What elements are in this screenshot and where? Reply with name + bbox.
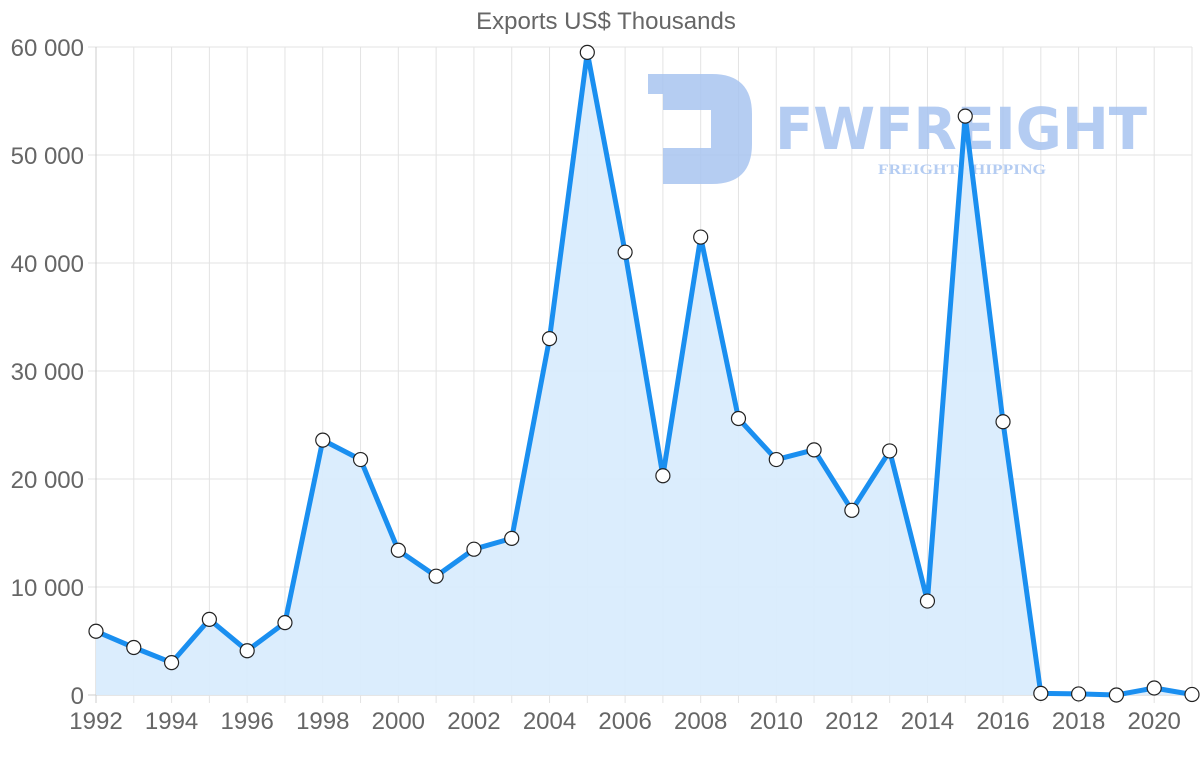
y-tick-label: 50 000: [11, 143, 84, 170]
data-point-2017[interactable]: [1033, 685, 1049, 701]
x-tick-label: 2016: [976, 708, 1029, 735]
data-point-1992[interactable]: [88, 623, 104, 639]
data-point-1994[interactable]: [163, 654, 180, 671]
data-points: [88, 44, 1200, 703]
x-tick-label: 2002: [447, 708, 500, 735]
data-point-2010[interactable]: [768, 451, 784, 468]
x-tick-label: 1994: [145, 708, 198, 735]
data-point-2000[interactable]: [390, 542, 406, 558]
data-point-1999[interactable]: [352, 451, 369, 468]
data-point-2020[interactable]: [1146, 680, 1162, 696]
y-axis: 0 10 000 20 000 30 000 40 000 50 000 60 000: [11, 35, 84, 710]
x-tick-label: 1992: [69, 708, 122, 735]
x-tick-label: 2008: [674, 708, 727, 735]
x-tick-label: 2010: [750, 708, 803, 735]
data-line: [95, 49, 1193, 698]
x-tick-label: 2018: [1052, 708, 1105, 735]
y-tick-label: 30 000: [11, 359, 84, 386]
data-point-2012[interactable]: [844, 502, 860, 518]
data-point-1998[interactable]: [315, 432, 331, 448]
data-point-1995[interactable]: [201, 611, 217, 628]
y-tick-label: 0: [71, 683, 84, 710]
data-point-2018[interactable]: [1071, 686, 1087, 702]
data-point-1993[interactable]: [126, 639, 142, 656]
data-point-2011[interactable]: [806, 442, 822, 458]
data-point-2007[interactable]: [655, 468, 671, 484]
x-tick-label: 2000: [372, 708, 425, 735]
chart-title: Exports US$ Thousands: [476, 8, 736, 35]
data-point-2013[interactable]: [882, 443, 898, 459]
data-point-2009[interactable]: [730, 410, 747, 427]
data-point-2002[interactable]: [466, 541, 482, 557]
y-tick-label: 10 000: [11, 575, 84, 602]
x-tick-label: 1998: [296, 708, 349, 735]
x-tick-label: 2020: [1128, 708, 1181, 735]
x-tick-label: 2012: [825, 708, 878, 735]
data-point-2006[interactable]: [617, 244, 633, 260]
data-point-2019[interactable]: [1108, 687, 1125, 703]
x-tick-label: 2004: [523, 708, 576, 735]
data-point-2021[interactable]: [1184, 686, 1200, 703]
data-point-2014[interactable]: [919, 593, 936, 609]
data-point-2015[interactable]: [957, 108, 973, 124]
data-point-2005[interactable]: [579, 44, 595, 61]
y-tick-label: 20 000: [11, 467, 84, 494]
x-tick-label: 2014: [901, 708, 954, 735]
data-point-1997[interactable]: [277, 615, 293, 631]
data-point-2001[interactable]: [428, 568, 444, 584]
x-axis: 1992 1994 1996 1998 2000 2002 2004 2006 2008 2010…: [69, 708, 1181, 735]
fwfreight-watermark: FWFREIGHT FREIGHT SHIPPING: [648, 74, 1147, 184]
y-tick-label: 60 000: [11, 35, 84, 62]
fwfreight-logo-icon: [648, 74, 752, 184]
data-point-2016[interactable]: [995, 414, 1011, 430]
data-point-2008[interactable]: [693, 229, 709, 245]
x-tick-label: 1996: [220, 708, 273, 735]
data-point-1996[interactable]: [239, 643, 255, 659]
data-point-2004[interactable]: [541, 331, 558, 347]
y-tick-label: 40 000: [11, 251, 84, 278]
x-tick-label: 2006: [598, 708, 651, 735]
data-point-2003[interactable]: [504, 530, 520, 547]
